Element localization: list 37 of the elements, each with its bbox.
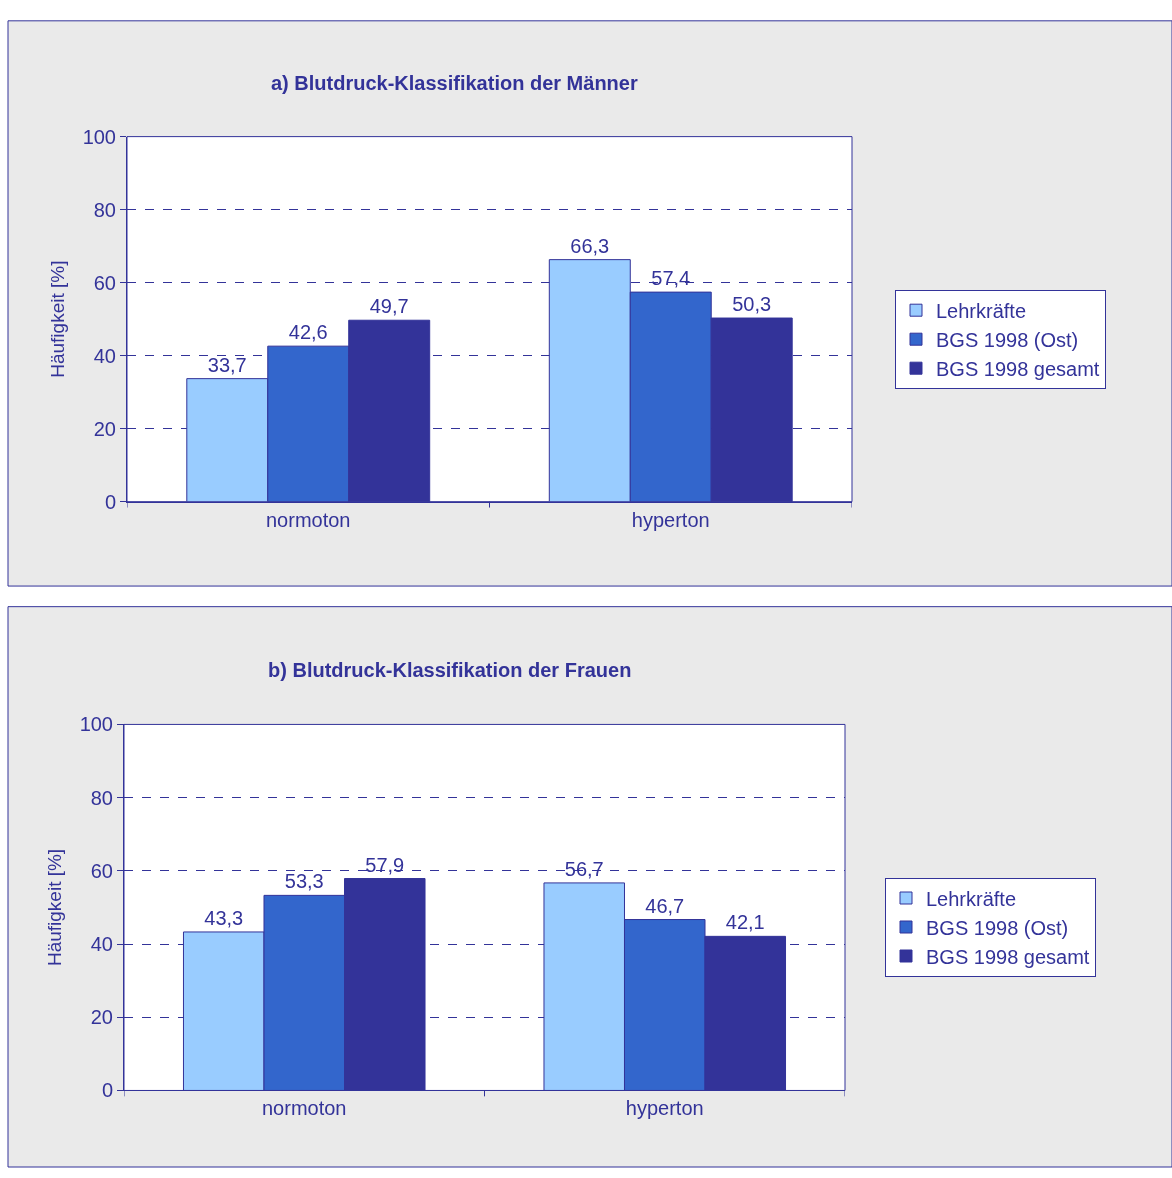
data-label: 56,7: [564, 857, 604, 880]
y-tick-label: 100: [82, 125, 116, 148]
y-axis-title: Häufigkeit [%]: [44, 848, 66, 967]
legend-label: Lehrkräfte: [936, 300, 1027, 322]
data-label: 57,4: [651, 267, 691, 290]
x-tick-label: hyperton: [631, 508, 710, 531]
legend-label: Lehrkräfte: [926, 887, 1017, 910]
data-label: 53,3: [284, 870, 324, 893]
y-tick-label: 80: [90, 786, 113, 809]
legend-label: BGS 1998 (Ost): [936, 329, 1079, 351]
data-label: 42,1: [725, 911, 765, 934]
y-tick-label: 0: [101, 1079, 113, 1102]
x-tick-label: normoton: [262, 1097, 347, 1120]
y-tick-label: 100: [79, 713, 113, 736]
y-tick-label: 40: [90, 933, 113, 956]
data-label: 66,3: [570, 234, 610, 257]
data-label: 50,3: [732, 293, 772, 316]
data-label: 42,6: [288, 321, 328, 344]
x-tick-label: hyperton: [625, 1097, 704, 1120]
y-tick-label: 0: [104, 490, 116, 513]
x-tick-label: normoton: [266, 508, 351, 531]
y-tick-label: 60: [90, 859, 113, 882]
data-label: 43,3: [204, 906, 244, 929]
legend-label: BGS 1998 gesamt: [926, 945, 1090, 968]
y-tick-label: 20: [90, 1006, 113, 1029]
y-tick-label: 80: [93, 198, 116, 221]
y-tick-label: 60: [93, 271, 116, 294]
legend-label: BGS 1998 (Ost): [926, 916, 1069, 939]
data-label: 46,7: [645, 894, 685, 917]
legend-label: BGS 1998 gesamt: [936, 358, 1100, 380]
y-tick-label: 20: [93, 417, 116, 440]
data-label: 49,7: [369, 295, 409, 318]
y-axis-title: Häufigkeit [%]: [47, 260, 69, 378]
y-tick-label: 40: [93, 344, 116, 367]
chart-title: b) Blutdruck-Klassifikation der Frauen: [268, 659, 632, 681]
chart-title: a) Blutdruck-Klassifikation der Männer: [271, 72, 638, 94]
data-label: 33,7: [207, 353, 247, 376]
